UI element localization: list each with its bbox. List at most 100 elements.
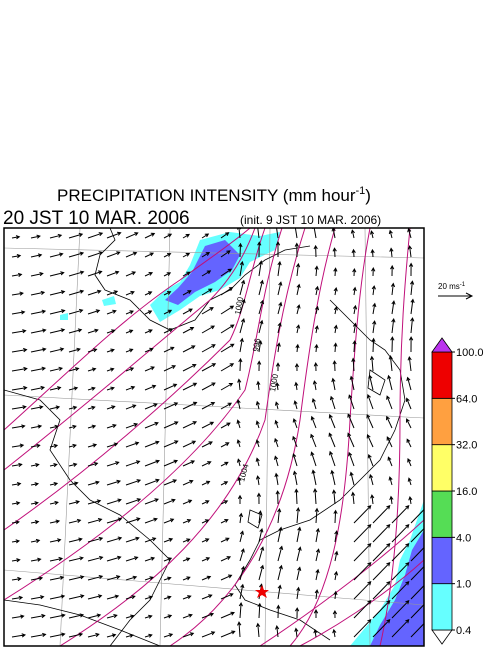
wind-arrow [255, 622, 261, 638]
wind-arrow [391, 524, 410, 543]
wind-arrow [182, 440, 197, 448]
wind-arrow [68, 347, 81, 353]
map-frame [3, 227, 425, 647]
wind-arrow [277, 281, 283, 296]
wind-arrow [239, 298, 246, 315]
wind-arrow [274, 401, 279, 410]
wind-arrow [87, 480, 100, 486]
init-time: (init. 9 JST 10 MAR. 2006) [240, 213, 381, 227]
wind-arrow [370, 494, 375, 505]
wind-arrow [311, 398, 317, 410]
wind-arrow [144, 291, 153, 296]
wind-arrow [352, 322, 358, 334]
wind-arrow [201, 421, 215, 429]
wind-arrow [144, 403, 158, 410]
wind-arrow [87, 613, 102, 619]
wind-arrow [11, 366, 28, 372]
wind-arrow [312, 228, 317, 239]
wind-arrow [220, 402, 232, 410]
wind-arrow [255, 439, 260, 448]
wind-arrow [163, 346, 175, 353]
wind-arrow [313, 244, 318, 258]
wind-arrow [220, 363, 235, 372]
wind-arrow [106, 367, 115, 372]
wind-arrow [332, 609, 338, 619]
wind-arrow [333, 570, 339, 581]
wind-arrow [333, 324, 338, 334]
wind-arrow [68, 251, 85, 258]
wind-arrow [407, 458, 412, 467]
wind-arrow [30, 272, 44, 277]
wind-arrow [30, 463, 40, 468]
wind-arrow [182, 345, 196, 353]
wind-arrow [163, 365, 177, 372]
wind-arrow [163, 440, 179, 448]
wind-arrow [106, 442, 119, 448]
wind-arrow [353, 619, 372, 638]
wind-arrow [144, 272, 154, 277]
wind-arrow [87, 499, 102, 505]
wind-arrow [144, 498, 159, 505]
wind-arrow [144, 310, 153, 315]
wind-arrow [11, 385, 28, 391]
wind-arrow [182, 479, 194, 486]
wind-arrow [333, 342, 338, 353]
wind-arrow [68, 386, 79, 391]
wind-arrow [87, 232, 104, 239]
wind-arrow [182, 382, 198, 391]
wind-arrow [182, 576, 191, 581]
wind-arrow [144, 329, 153, 334]
wind-arrow [331, 377, 336, 391]
wind-arrow [314, 265, 319, 277]
wind-arrow [310, 433, 317, 448]
colorbar-segment [431, 444, 453, 492]
wind-arrow [296, 546, 302, 562]
wind-arrow [274, 472, 279, 486]
wind-arrow [144, 537, 157, 543]
wind-arrow [11, 539, 21, 544]
wind-arrow [144, 232, 156, 239]
wind-arrow [163, 272, 172, 277]
title-superscript: -1 [356, 185, 366, 197]
wind-arrow [406, 376, 412, 391]
wind-arrow [315, 527, 320, 543]
wind-arrow [366, 433, 374, 448]
scale-superscript: -1 [460, 282, 466, 288]
wind-arrow [87, 594, 103, 600]
wind-arrow [314, 305, 320, 315]
wind-arrow [106, 517, 123, 524]
wind-arrow [314, 343, 319, 353]
wind-arrow [182, 421, 198, 429]
wind-arrow [125, 633, 134, 638]
wind-arrow [258, 260, 263, 277]
wind-arrow [106, 231, 122, 239]
wind-arrow [182, 364, 197, 372]
wind-arrow [201, 325, 215, 334]
wind-arrow [351, 357, 356, 372]
wind-arrow [125, 479, 142, 486]
wind-arrow [106, 498, 122, 505]
wind-arrow [255, 420, 260, 429]
wind-arrow [49, 386, 62, 391]
wind-arrow [182, 538, 191, 543]
wind-arrow [352, 267, 357, 277]
wind-arrow [125, 614, 135, 619]
wind-arrow [220, 593, 234, 600]
wind-arrow [328, 432, 336, 448]
wind-arrow [182, 401, 198, 410]
wind-arrow [201, 270, 212, 277]
wind-arrow [220, 481, 229, 486]
wind-arrow [256, 380, 261, 391]
wind-arrow [30, 520, 40, 525]
wind-arrow [49, 328, 66, 334]
wind-arrow [163, 309, 173, 315]
wind-arrow [220, 537, 230, 543]
wind-arrow [220, 611, 235, 619]
wind-arrow [387, 456, 393, 467]
wind-arrow [163, 253, 172, 258]
colorbar-label: 32.0 [456, 440, 477, 452]
wind-arrow [106, 348, 115, 353]
colorbar-under [431, 629, 453, 645]
wind-arrow [370, 248, 375, 258]
